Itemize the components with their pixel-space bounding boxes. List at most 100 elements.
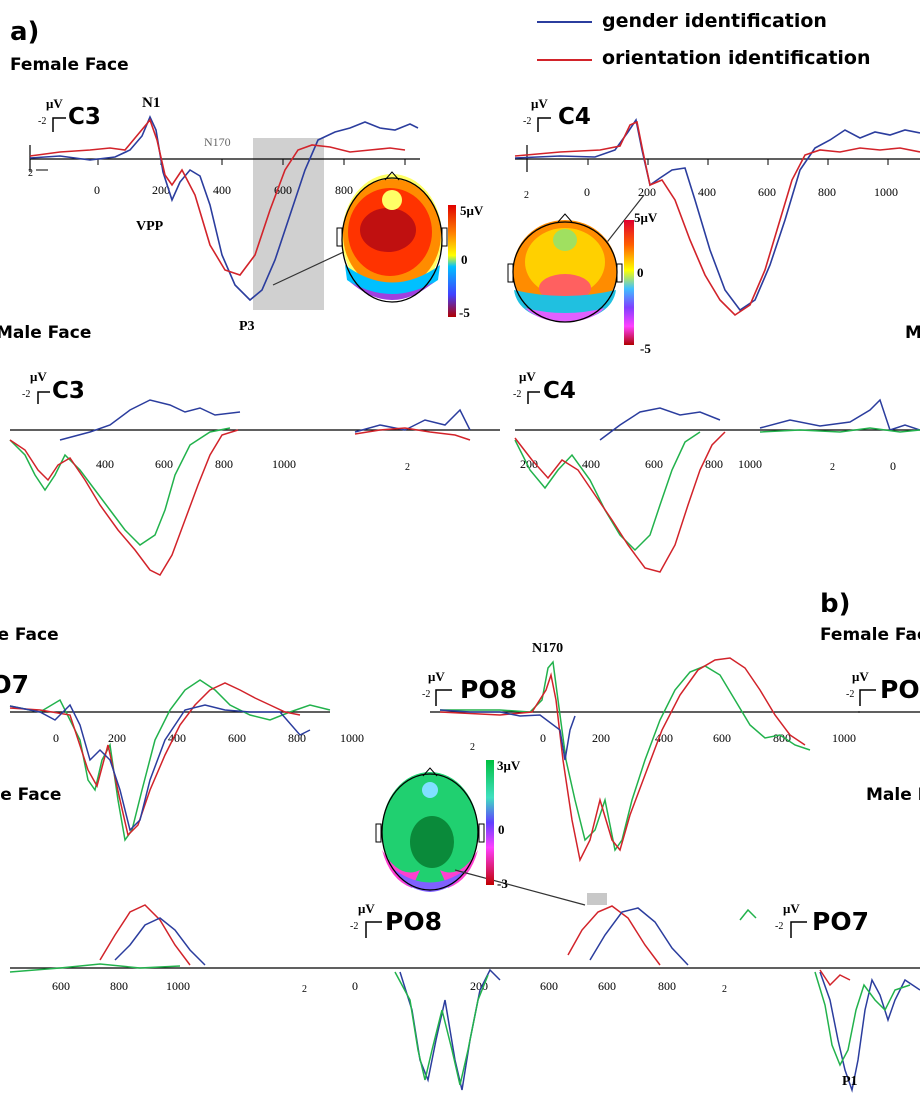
c3-scale-neg: -2 — [38, 116, 46, 127]
panel-a-letter: a) — [10, 17, 39, 47]
po8-tick-label: 600 — [713, 731, 731, 745]
topo1-scale-top: 5μV — [460, 203, 484, 218]
female-face-label-b-right: Female Face — [820, 625, 920, 645]
c4-male-tick-label: 600 — [645, 457, 663, 471]
topomap1-colorbar: 5μV 0 -5 — [448, 203, 484, 320]
po8-orientation-trace — [439, 657, 806, 863]
c3-gender-trace — [29, 115, 419, 302]
c3-p3-label: P3 — [239, 319, 255, 334]
c3-tick-label: 400 — [213, 183, 231, 197]
po-male-tick-label: 800 — [658, 979, 676, 993]
topo3-scale-top: 3μV — [497, 758, 521, 773]
po8-tick-label: 1000 — [832, 731, 856, 745]
po7-female-plot: PO7 0 200 400 600 800 1000 — [0, 670, 364, 842]
c3-tick-label: 800 — [335, 183, 353, 197]
c3-male-unit: μV — [30, 369, 47, 384]
c3-male-scale-pos: 2 — [405, 462, 410, 473]
po8-female-plot: μV -2 PO8 N170 2 0 200 400 600 800 1000 — [422, 641, 860, 863]
legend-orientation-label: orientation identification — [602, 47, 871, 69]
male-face-label-a: Male Face — [0, 323, 91, 343]
po-right-unit: μV — [852, 669, 869, 684]
panel-a-right-cut-label: M — [905, 323, 920, 343]
panel-b-letter: b) — [820, 589, 851, 619]
c3-n170-label: N170 — [204, 135, 231, 149]
po-male-tick-label: 0 — [352, 979, 358, 993]
c4-scale-pos: 2 — [524, 190, 529, 201]
po7-tick-label: 200 — [108, 731, 126, 745]
po8-tick-label: 200 — [592, 731, 610, 745]
po8-gender-trace — [439, 709, 576, 761]
topo3-scale-mid: 0 — [498, 822, 505, 837]
c4-male-tick-label: 0 — [890, 459, 896, 473]
po8-unit: μV — [428, 669, 445, 684]
c4-male-tick-label: 400 — [582, 457, 600, 471]
c3-male-tick-label: 800 — [215, 457, 233, 471]
po8-green-trace — [440, 660, 811, 852]
po-male-tick-label: 800 — [110, 979, 128, 993]
c3-male-title: C3 — [52, 378, 85, 404]
c4-title: C4 — [558, 104, 591, 130]
c3-tick-label: 200 — [152, 183, 170, 197]
c3-male-tick-label: 400 — [96, 457, 114, 471]
po-male-scale-pos: 2 — [302, 984, 307, 995]
po-male-scale-pos: 2 — [722, 984, 727, 995]
po7-male-title: PO7 — [812, 907, 869, 936]
po8-male-scale-neg: -2 — [350, 921, 358, 932]
po8-male-title: PO8 — [385, 907, 442, 936]
po7-tick-label: 600 — [228, 731, 246, 745]
po-right-title: PO7 — [880, 675, 920, 704]
topomap-female-c4 — [507, 213, 623, 323]
c4-gender-trace — [514, 117, 920, 312]
c4-tick-label: 600 — [758, 185, 776, 199]
topo2-scale-top: 5μV — [634, 210, 658, 225]
po-male-tick-label: 600 — [540, 979, 558, 993]
c3-tick-label: 0 — [94, 183, 100, 197]
po8-n170-label: N170 — [532, 641, 563, 656]
topomap-female-po — [375, 767, 607, 906]
c4-tick-label: 400 — [698, 185, 716, 199]
c3-male-plot: μV -2 C3 400 600 800 1000 2 — [9, 369, 500, 576]
c3-male-tick-label: 1000 — [272, 457, 296, 471]
topo1-scale-mid: 0 — [461, 252, 468, 267]
po7-tick-label: 1000 — [340, 731, 364, 745]
po8-scale-neg: -2 — [422, 689, 430, 700]
topo2-scale-bot: -5 — [640, 341, 651, 356]
po-female-right-plot: μV -2 PO7 — [846, 669, 920, 713]
c4-tick-label: 0 — [584, 185, 590, 199]
c4-male-tick-label: 800 — [705, 457, 723, 471]
c4-unit: μV — [531, 96, 548, 111]
po7-male-unit: μV — [783, 901, 800, 916]
c3-male-tick-label: 600 — [155, 457, 173, 471]
c4-male-tick-label: 1000 — [738, 457, 762, 471]
c3-vpp-label: VPP — [136, 219, 164, 234]
po8-tick-label: 0 — [540, 731, 546, 745]
topo2-scale-mid: 0 — [637, 265, 644, 280]
po7-title: PO7 — [0, 670, 29, 699]
topo3-scale-bot: -3 — [497, 876, 508, 891]
topomap3-colorbar: 3μV 0 -3 — [486, 758, 521, 891]
legend-gender-label: gender identification — [602, 10, 827, 32]
c3-orientation-trace — [29, 118, 406, 276]
male-face-label-b-right: Male Face — [866, 785, 920, 805]
po-male-tick-label: 600 — [598, 979, 616, 993]
po8-scale-pos: 2 — [470, 742, 475, 753]
po-right-scale-neg: -2 — [846, 689, 854, 700]
c4-male-plot: μV -2 C4 200 400 600 800 1000 2 0 — [513, 369, 920, 573]
c4-male-scale-neg: -2 — [513, 389, 521, 400]
po8-title: PO8 — [460, 675, 517, 704]
p1-label: P1 — [842, 1074, 858, 1089]
po-male-tick-label: 1000 — [166, 979, 190, 993]
c3-unit: μV — [46, 96, 63, 111]
po8-tick-label: 800 — [773, 731, 791, 745]
topo1-scale-bot: -5 — [459, 305, 470, 320]
c4-male-title: C4 — [543, 378, 576, 404]
c4-tick-label: 1000 — [874, 185, 898, 199]
c3-scale-pos: 2 — [28, 168, 33, 179]
c3-title: C3 — [68, 104, 101, 130]
c4-scale-neg: -2 — [523, 116, 531, 127]
c4-ticks: 0 200 400 600 800 1000 — [584, 159, 898, 199]
po7-tick-label: 0 — [53, 731, 59, 745]
topomap-female-c3 — [336, 171, 448, 303]
female-face-label-a: Female Face — [10, 55, 129, 75]
